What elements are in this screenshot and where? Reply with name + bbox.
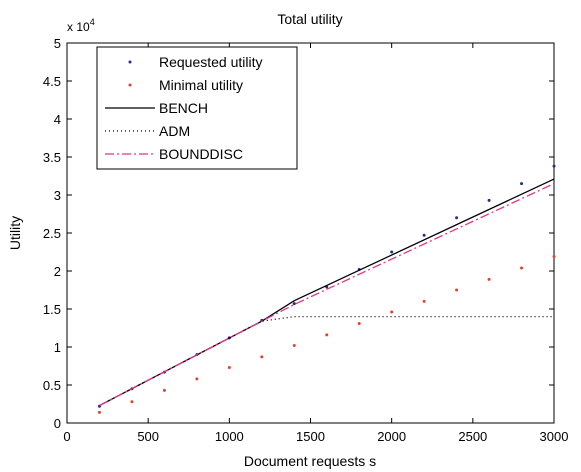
requested-utility-point [552,164,556,168]
minimal-utility-point [325,333,329,337]
minimal-utility-series [97,255,556,414]
minimal-utility-point [520,266,524,270]
y-exponent-power: 4 [90,17,95,27]
y-tick-label: 0 [54,416,61,431]
legend-label-requested-utility: Requested utility [159,54,263,70]
y-axis-label: Utility [7,216,23,250]
y-tick-label: 0.5 [43,378,61,393]
x-axis-label: Document requests s [244,453,376,469]
chart-title: Total utility [277,11,342,27]
y-exponent-prefix: x 10 [67,20,90,34]
x-tick-label: 2000 [377,429,406,444]
x-axis-ticks: 0 500 1000 1500 2000 2500 3000 [63,43,568,444]
minimal-utility-point [227,366,231,370]
minimal-utility-point [487,277,491,281]
x-tick-label: 500 [137,429,159,444]
minimal-utility-point [292,343,296,347]
minimal-utility-point [357,321,361,325]
legend-marker-requested-utility [128,60,132,64]
x-tick-label: 3000 [540,429,569,444]
bounddisc-line [99,183,555,407]
y-tick-label: 5 [54,36,61,51]
legend-label-bench: BENCH [159,100,208,116]
y-tick-label: 1.5 [43,302,61,317]
requested-utility-point [520,182,524,186]
requested-utility-point [487,198,491,202]
y-tick-label: 4.5 [43,74,61,89]
x-tick-label: 1500 [296,429,325,444]
y-tick-label: 3.5 [43,150,61,165]
y-tick-label: 4 [54,112,61,127]
minimal-utility-point [260,355,264,359]
legend: Requested utility Minimal utility BENCH ADM… [96,46,298,170]
x-tick-label: 0 [63,429,70,444]
minimal-utility-point [422,299,426,303]
minimal-utility-point [162,388,166,392]
legend-items: Requested utility Minimal utility BENCH ADM… [105,54,263,162]
requested-utility-point [422,233,426,237]
legend-label-bounddisc: BOUNDDISC [159,146,243,162]
minimal-utility-point [97,410,101,414]
minimal-utility-point [455,288,459,292]
minimal-utility-point [390,310,394,314]
requested-utility-point [455,216,459,220]
legend-label-adm: ADM [159,123,190,139]
x-tick-label: 1000 [215,429,244,444]
series-layer [97,164,556,414]
minimal-utility-point [130,400,134,404]
requested-utility-point [390,250,394,254]
y-tick-label: 2.5 [43,226,61,241]
y-exponent-label: x 104 [67,17,95,34]
y-tick-label: 3 [54,188,61,203]
minimal-utility-point [195,377,199,381]
legend-label-minimal-utility: Minimal utility [159,77,243,93]
requested-utility-point [292,302,296,306]
y-axis-ticks: 0 0.5 1 1.5 2 2.5 3 3.5 4 4.5 5 [43,36,554,431]
legend-marker-minimal-utility [128,83,132,87]
x-tick-label: 2500 [458,429,487,444]
y-tick-label: 2 [54,264,61,279]
minimal-utility-point [552,255,556,259]
y-tick-label: 1 [54,340,61,355]
